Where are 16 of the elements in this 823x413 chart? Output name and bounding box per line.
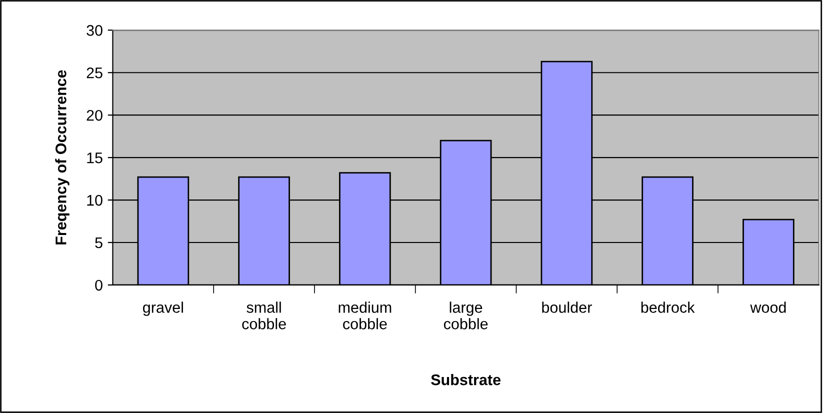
x-tick-label: bedrock [641,302,695,313]
x-tick-label: wood [750,302,786,313]
y-tick-label: 5 [95,238,102,248]
y-tick-label: 30 [86,25,102,36]
x-tick-label: boulder [542,302,592,313]
y-tick-label: 0 [95,280,102,291]
y-tick-label: 25 [86,67,102,78]
x-axis-title: Substrate [431,374,501,386]
x-tick-label: gravel [143,302,183,316]
y-tick-label: 20 [86,110,102,121]
x-tick-label: large cobble [444,302,488,330]
y-tick-label: 10 [87,194,102,206]
x-tick-label: small cobble [242,302,286,330]
y-tick-label: 15 [87,152,102,164]
x-tick-label: medium cobble [338,302,392,330]
y-axis-title: Freqency of Occurrence [55,70,70,244]
